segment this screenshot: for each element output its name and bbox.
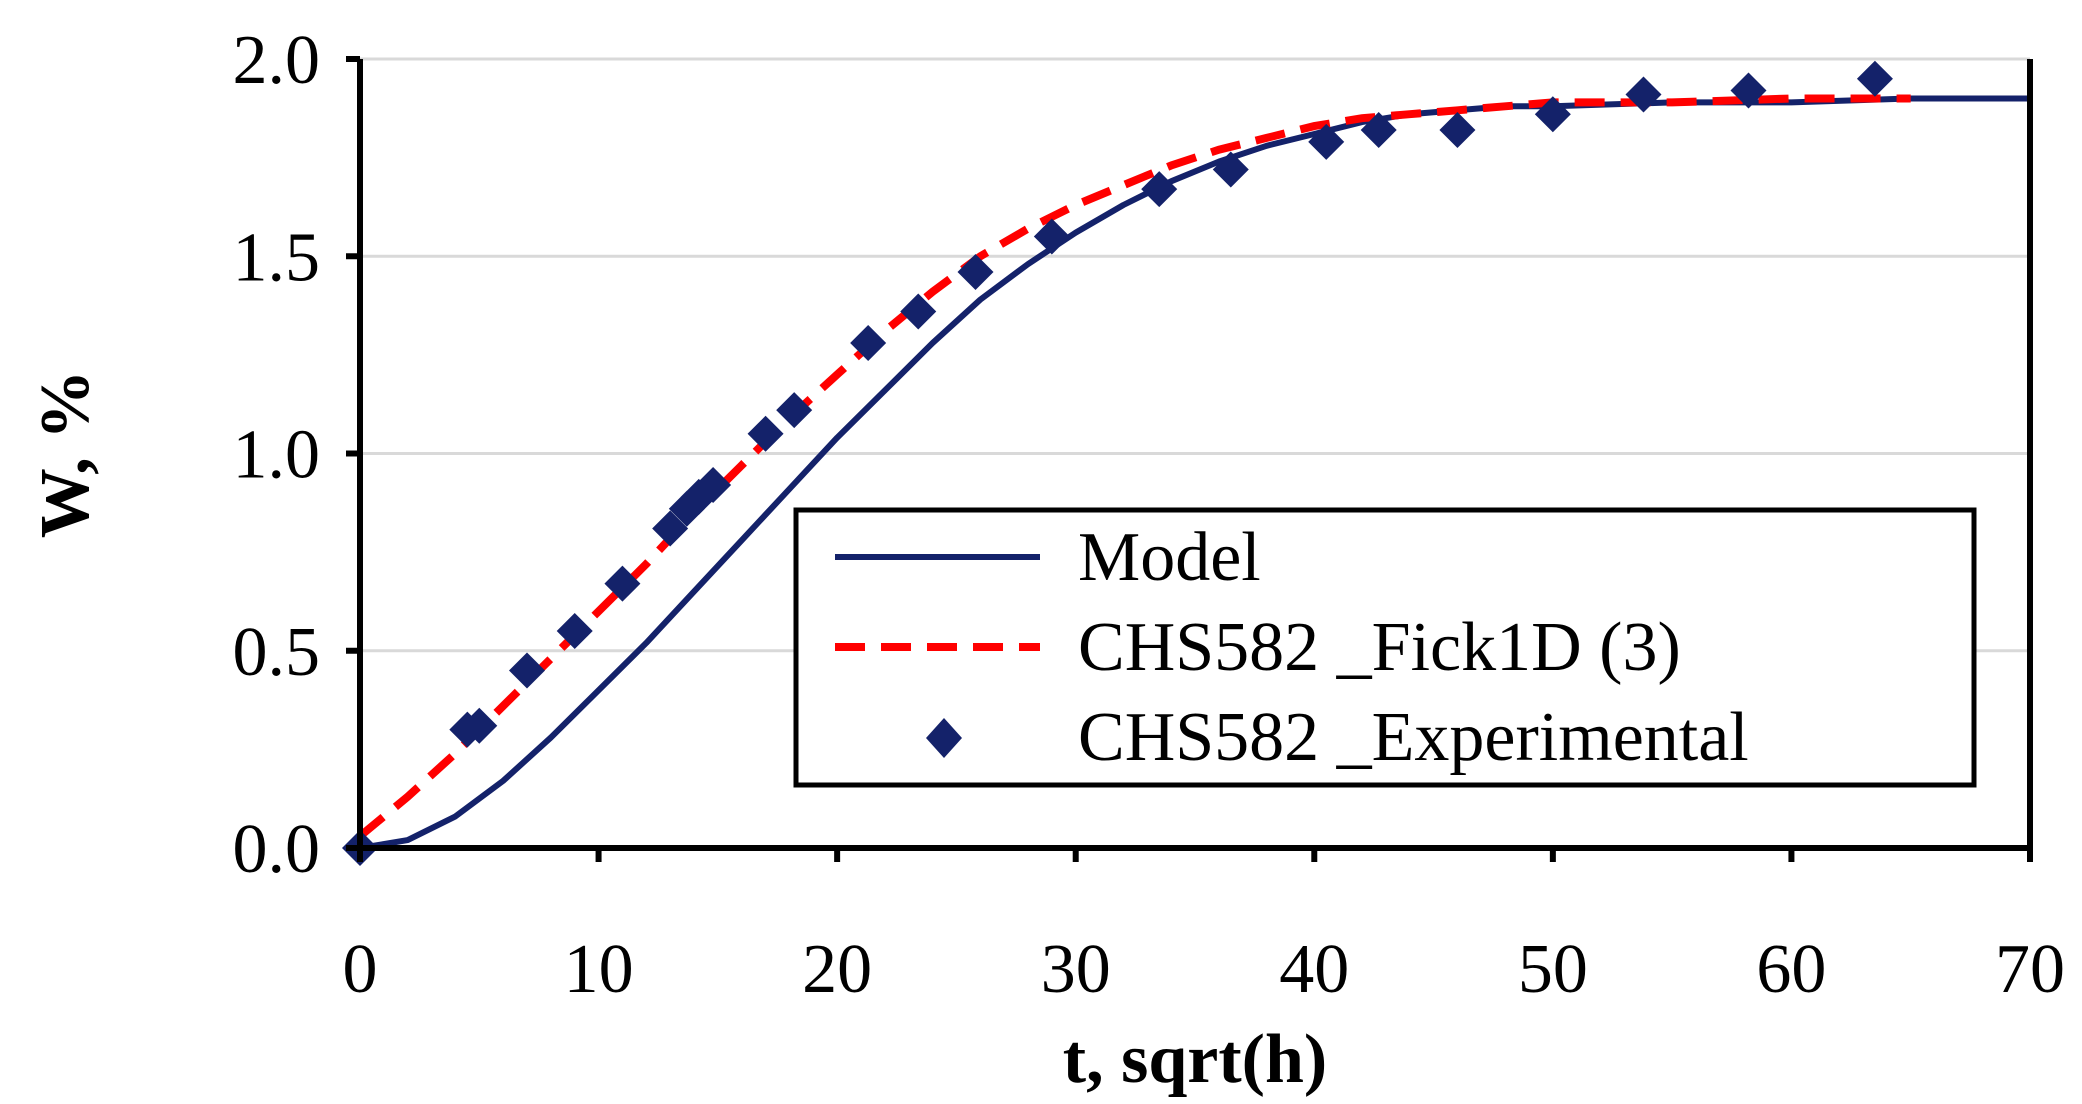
legend-model-label: Model [1078,519,1261,596]
experimental-point [604,565,641,602]
experimental-point [461,707,498,744]
experimental-point [556,613,593,650]
legend-experimental-label: CHS582 _Experimental [1078,699,1749,776]
experimental-point [695,467,732,504]
y-tick-label: 2.0 [233,22,321,99]
experimental-point [957,254,994,291]
x-tick-label: 0 [343,931,378,1008]
legend-fick-label: CHS582 _Fick1D (3) [1078,609,1681,686]
experimental-point [776,392,813,429]
y-tick-label: 0.5 [233,614,321,691]
experimental-point [652,510,689,547]
x-axis-title: t, sqrt(h) [1063,1021,1327,1098]
y-axis-title: W, % [27,370,104,539]
experimental-point [1308,123,1345,160]
experimental-point [1856,60,1893,97]
legend: Model CHS582 _Fick1D (3) CHS582 _Experim… [793,507,1977,788]
experimental-point [1033,218,1070,255]
experimental-point [1439,112,1476,149]
y-tick-label: 1.0 [233,417,321,494]
ticks: 0.0 0.5 1.0 1.5 2.0 0 10 20 30 40 50 60 70 [233,22,2066,1008]
x-tick-label: 10 [564,931,634,1008]
x-tick-label: 40 [1279,931,1349,1008]
experimental-point [1730,72,1767,109]
experimental-point [900,293,937,330]
experimental-point [1625,76,1662,113]
experimental-point [1534,96,1571,133]
x-tick-label: 30 [1041,931,1111,1008]
experimental-point [1141,171,1178,208]
x-tick-label: 20 [802,931,872,1008]
experimental-point [1212,151,1249,188]
experimental-point [509,652,545,689]
experimental-point [747,415,784,452]
experimental-point [1360,112,1397,149]
legend-experimental-swatch [926,718,962,758]
x-tick-label: 60 [1756,931,1826,1008]
experimental-point [850,325,887,362]
y-tick-label: 0.0 [233,811,321,888]
series-layer [342,60,2030,866]
x-tick-label: 50 [1518,931,1588,1008]
x-tick-label: 70 [1995,931,2065,1008]
y-tick-label: 1.5 [233,219,321,296]
